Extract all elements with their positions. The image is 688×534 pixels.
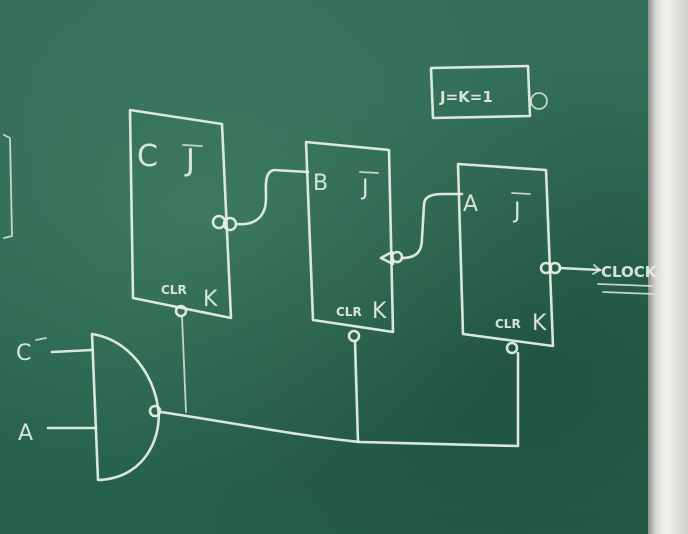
note-text: J=K=1 — [439, 88, 493, 106]
flipflop-b-box — [304, 140, 395, 334]
flipflop-c: C J CLR K — [128, 108, 238, 320]
clock-underline-1 — [597, 283, 653, 287]
wire-b-to-a — [400, 192, 464, 260]
flipflop-a: A J CLR K — [456, 162, 562, 355]
clear-line-to-b — [353, 339, 360, 444]
flipflop-b-clr-bubble — [347, 329, 361, 343]
flipflop-c-box — [128, 108, 233, 320]
wire-c-to-b — [234, 168, 310, 226]
flipflop-a-clr: CLR — [495, 317, 521, 331]
flipflop-a-jbar — [511, 192, 531, 195]
flipflop-b-j: J — [360, 176, 369, 201]
gate-input-c-label: C — [16, 341, 31, 366]
flipflop-b-label: B — [313, 171, 328, 196]
flipflop-a-label: A — [463, 192, 478, 217]
note-box — [429, 64, 532, 120]
flipflop-a-box — [456, 162, 555, 348]
flipflop-c-j: J — [184, 143, 195, 178]
flipflop-b-jbar — [359, 171, 379, 174]
flipflop-b-k: K — [372, 299, 387, 324]
flipflop-a-k: K — [532, 311, 547, 336]
gate-input-c-bar — [35, 337, 47, 341]
flipflop-c-label: C — [137, 139, 158, 174]
and-gate-output-bubble — [148, 404, 162, 418]
gate-input-a-label: A — [18, 421, 33, 446]
flipflop-a-j: J — [512, 199, 521, 224]
and-gate — [90, 332, 160, 482]
flipflop-c-clr: CLR — [161, 283, 187, 297]
clock-arrow — [592, 264, 601, 275]
note-circle — [530, 92, 548, 110]
flipflop-c-clr-bubble — [174, 304, 188, 318]
flipflop-c-jbar — [182, 144, 203, 147]
flipflop-c-k: K — [203, 287, 218, 312]
flipflop-b-clr: CLR — [336, 305, 362, 319]
partial-box-left — [3, 134, 13, 239]
clock-label: CLOCK — [601, 263, 658, 281]
clear-line-to-c — [181, 315, 187, 413]
clear-line — [159, 351, 520, 448]
flipflop-a-clr-bubble — [505, 341, 519, 355]
clock-wire — [558, 266, 602, 272]
clock-underline-2 — [602, 291, 655, 295]
gate-input-c-wire — [50, 348, 94, 354]
board-frame — [648, 0, 688, 534]
flipflop-b: B J CLR K — [304, 140, 404, 343]
